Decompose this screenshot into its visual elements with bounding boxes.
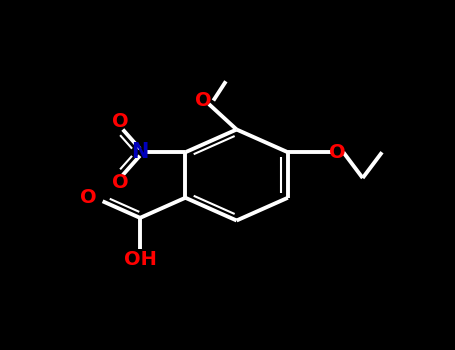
- Text: O: O: [195, 91, 212, 110]
- Text: O: O: [329, 143, 345, 162]
- Text: OH: OH: [124, 250, 157, 270]
- Text: O: O: [112, 112, 129, 131]
- Text: O: O: [80, 188, 96, 207]
- Text: N: N: [131, 142, 149, 162]
- Text: O: O: [112, 173, 129, 192]
